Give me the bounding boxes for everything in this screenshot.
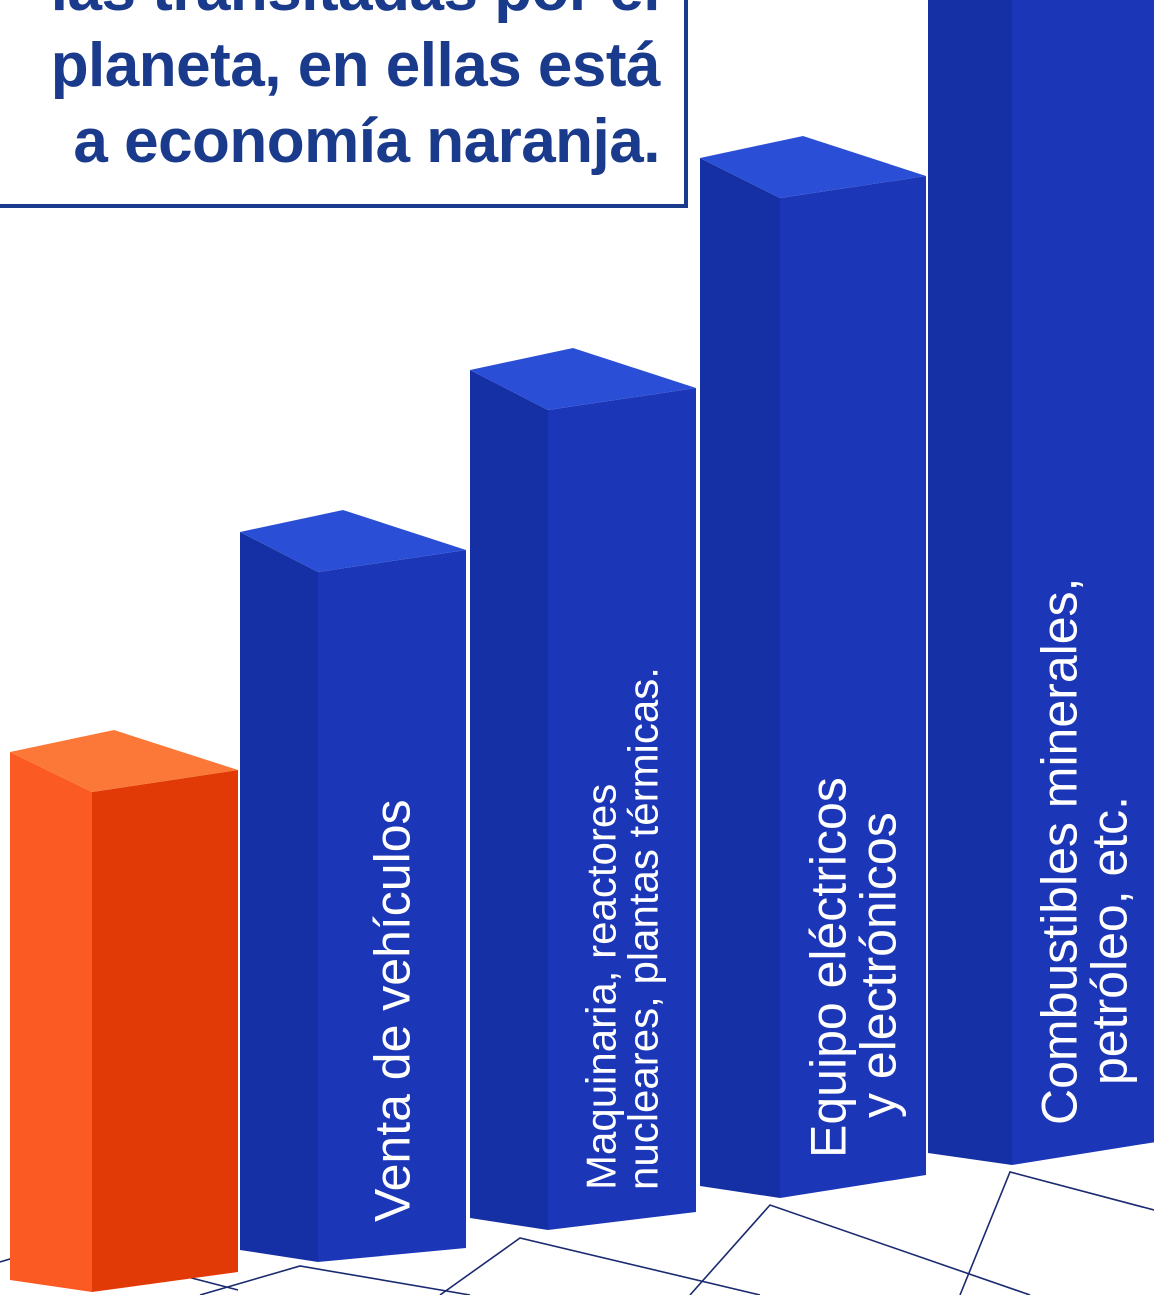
- bar-label-3-line-1: Maquinaria, reactores: [578, 784, 625, 1190]
- floor-line-3: [439, 1237, 761, 1295]
- bar-front-face-2: [318, 550, 466, 1262]
- bar-side-face-2: [240, 532, 318, 1262]
- bar-top-face-1: [10, 730, 238, 792]
- bar-top-face-4: [700, 136, 926, 198]
- bar-label-5: Combustibles minerales,petróleo, etc.: [1032, 578, 1138, 1125]
- bar-front-face-5: [1012, 0, 1154, 1165]
- bar-label-4: Equipo eléctricosy electrónicos: [801, 777, 907, 1158]
- floor-line-2: [199, 1265, 471, 1295]
- bar-label-4-line-2: y electrónicos: [851, 812, 907, 1118]
- caption-line-3: a economía naranja.: [73, 107, 660, 176]
- caption-box: las transitadas por el planeta, en ellas…: [0, 0, 688, 208]
- bar-front-face-3: [548, 388, 696, 1230]
- bar-2: [240, 510, 466, 1262]
- caption-line-1: las transitadas por el: [51, 0, 661, 25]
- bar-3: [470, 348, 696, 1230]
- bar-top-face-3: [470, 348, 696, 410]
- bar-side-face-1: [10, 752, 92, 1292]
- bar-4: [700, 136, 926, 1198]
- bar-label-4-line-1: Equipo eléctricos: [801, 777, 857, 1158]
- bar-front-face-1: [92, 770, 238, 1292]
- bar-label-5-line-1: Combustibles minerales,: [1032, 578, 1088, 1125]
- bar-top-face-2: [240, 510, 466, 572]
- bar-label-2-line-1: Venta de vehículos: [365, 799, 421, 1222]
- bar-label-2: Venta de vehículos: [365, 799, 421, 1222]
- caption-line-2: planeta, en ellas está: [50, 31, 661, 100]
- bar-side-face-3: [470, 370, 548, 1230]
- bar-1: [10, 730, 238, 1292]
- bar-label-3-line-2: nucleares, plantas térmicas.: [620, 667, 667, 1190]
- bar-label-3: Maquinaria, reactoresnucleares, plantas …: [578, 667, 667, 1190]
- floor-line-5: [959, 1171, 1154, 1295]
- bar-side-face-5: [928, 0, 1012, 1165]
- bar-front-face-4: [780, 176, 926, 1198]
- bar-label-5-line-2: petróleo, etc.: [1082, 796, 1138, 1085]
- bar-side-face-4: [700, 158, 780, 1198]
- floor-line-4: [689, 1204, 1031, 1295]
- bar-5: [928, 0, 1154, 1165]
